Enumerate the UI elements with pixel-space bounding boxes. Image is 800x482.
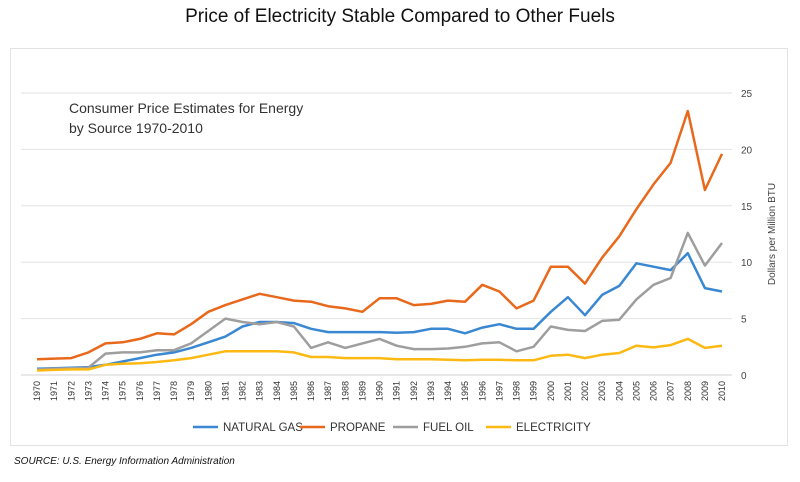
legend-label: NATURAL GAS bbox=[223, 422, 303, 434]
x-tick-label: 1995 bbox=[460, 381, 470, 401]
chart-annotation-line1: Consumer Price Estimates for Energy bbox=[69, 100, 303, 116]
series-line-propane bbox=[36, 109, 724, 361]
legend-label: ELECTRICITY bbox=[516, 422, 591, 434]
x-tick-label: 1984 bbox=[272, 381, 282, 401]
x-tick-label: 1998 bbox=[512, 381, 522, 401]
x-tick-label: 2006 bbox=[649, 381, 659, 401]
x-tick-label: 1992 bbox=[409, 381, 419, 401]
legend-item: FUEL OIL bbox=[393, 422, 474, 434]
page-title: Price of Electricity Stable Compared to … bbox=[185, 6, 615, 27]
legend-item: NATURAL GAS bbox=[193, 422, 303, 434]
x-tick-label: 1976 bbox=[135, 381, 145, 401]
chart-annotation-line2: by Source 1970-2010 bbox=[69, 120, 203, 136]
legend-label: FUEL OIL bbox=[423, 422, 474, 434]
x-tick-label: 1987 bbox=[323, 381, 333, 401]
x-tick-label: 1972 bbox=[66, 381, 76, 401]
x-tick-label: 1993 bbox=[426, 381, 436, 401]
x-tick-label: 1982 bbox=[238, 381, 248, 401]
x-tick-label: 1971 bbox=[49, 381, 59, 401]
x-tick-label: 1978 bbox=[169, 381, 179, 401]
legend-item: ELECTRICITY bbox=[486, 422, 591, 434]
x-tick-label: 2003 bbox=[597, 381, 607, 401]
x-tick-label: 2004 bbox=[614, 381, 624, 401]
x-tick-label: 1974 bbox=[101, 381, 111, 401]
y-tick-label: 5 bbox=[741, 315, 747, 326]
x-tick-label: 1988 bbox=[340, 381, 350, 401]
x-tick-label: 1983 bbox=[255, 381, 265, 401]
y-tick-label: 10 bbox=[741, 258, 753, 269]
x-tick-label: 1997 bbox=[494, 381, 504, 401]
x-tick-label: 2007 bbox=[666, 381, 676, 401]
x-tick-label: 2009 bbox=[700, 381, 710, 401]
x-tick-label: 2005 bbox=[631, 381, 641, 401]
series-line-electricity bbox=[36, 337, 723, 372]
x-tick-label: 2002 bbox=[580, 381, 590, 401]
x-tick-label: 2010 bbox=[717, 381, 727, 401]
legend-item: PROPANE bbox=[300, 422, 386, 434]
y-axis-label: Dollars per Million BTU bbox=[767, 183, 778, 285]
y-tick-label: 25 bbox=[741, 89, 753, 100]
x-tick-label: 1999 bbox=[529, 381, 539, 401]
x-tick-label: 1981 bbox=[220, 381, 230, 401]
x-tick-label: 1980 bbox=[203, 381, 213, 401]
x-tick-label: 1986 bbox=[306, 381, 316, 401]
x-tick-label: 1989 bbox=[357, 381, 367, 401]
x-tick-label: 1970 bbox=[32, 381, 42, 401]
chart-frame bbox=[10, 48, 788, 446]
x-tick-label: 1975 bbox=[118, 381, 128, 401]
x-tick-label: 1996 bbox=[477, 381, 487, 401]
x-tick-label: 1991 bbox=[392, 381, 402, 401]
x-tick-label: 1973 bbox=[83, 381, 93, 401]
source-note: SOURCE: U.S. Energy Information Administ… bbox=[14, 456, 235, 467]
x-tick-label: 1994 bbox=[443, 381, 453, 401]
legend-label: PROPANE bbox=[330, 422, 386, 434]
series-line-fuel-oil bbox=[36, 231, 723, 371]
x-tick-label: 1977 bbox=[152, 381, 162, 401]
y-tick-label: 0 bbox=[741, 371, 747, 382]
x-tick-label: 1985 bbox=[289, 381, 299, 401]
y-tick-label: 20 bbox=[741, 145, 753, 156]
series-line-natural-gas bbox=[36, 251, 723, 371]
x-tick-label: 2000 bbox=[546, 381, 556, 401]
x-tick-label: 1990 bbox=[375, 381, 385, 401]
x-tick-label: 1979 bbox=[186, 381, 196, 401]
x-tick-label: 2008 bbox=[683, 381, 693, 401]
y-tick-label: 15 bbox=[741, 202, 753, 213]
x-tick-label: 2001 bbox=[563, 381, 573, 401]
